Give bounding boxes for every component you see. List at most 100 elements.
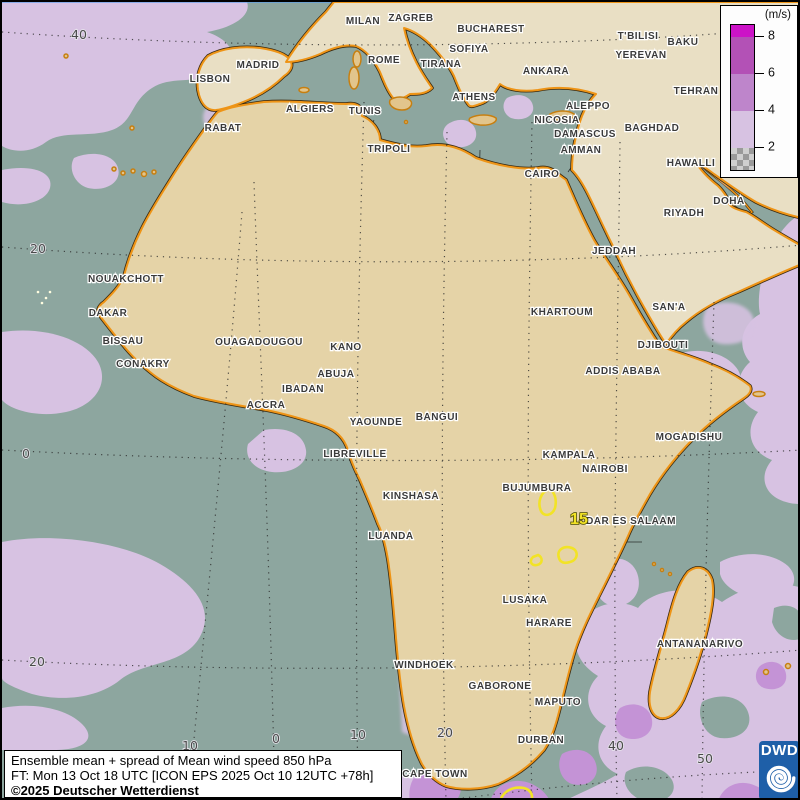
legend-seg-6-8 [731, 37, 754, 74]
city-label-tehran: TEHRAN [674, 86, 719, 97]
city-label-jeddah: JEDDAH [592, 246, 636, 257]
city-label-libreville: LIBREVILLE [323, 449, 386, 460]
city-label-ibadan: IBADAN [282, 384, 324, 395]
city-label-ankara: ANKARA [523, 66, 569, 77]
city-label-yerevan: YEREVAN [615, 50, 666, 61]
legend-color-bar [730, 24, 755, 171]
city-label-amman: AMMAN [561, 145, 602, 156]
city-label-athens: ATHENS [452, 92, 495, 103]
graticule-label: 40 [608, 738, 624, 753]
caption-title: Ensemble mean + spread of Mean wind spee… [11, 753, 332, 768]
contour-labels-layer: 15 [569, 510, 588, 529]
city-label-conakry: CONAKRY [116, 359, 170, 370]
city-label-baghdad: BAGHDAD [625, 123, 680, 134]
city-label-kinshasa: KINSHASA [383, 491, 439, 502]
city-label-harare: HARARE [526, 618, 572, 629]
legend-unit-label: (m/s) [764, 9, 791, 21]
city-label-rabat: RABAT [205, 123, 242, 134]
city-label-kampala: KAMPALA [543, 450, 596, 461]
isotach-contours-layer [499, 487, 578, 798]
city-label-maputo: MAPUTO [535, 697, 581, 708]
legend-tick-mark [755, 36, 764, 37]
graticule-label: 50 [697, 751, 713, 766]
graticule-label: 0 [22, 446, 30, 461]
city-label-madrid: MADRID [237, 60, 280, 71]
graticule-label: 10 [350, 727, 366, 742]
city-label-tirana: TIRANA [421, 59, 462, 70]
legend-seg-2-4 [731, 111, 754, 148]
grid-labels-layer: 40 20 0 20 10 0 10 20 40 50 [21, 26, 714, 767]
city-label-cairo: CAIRO [525, 169, 560, 180]
city-label-gaborone: GABORONE [469, 681, 532, 692]
city-label-doha: DOHA [713, 196, 744, 207]
city-label-bujumbura: BUJUMBURA [503, 483, 572, 494]
city-label-milan: MILAN [346, 16, 380, 27]
city-label-tunis: TUNIS [349, 106, 382, 117]
city-label-sofiya: SOFIYA [449, 44, 488, 55]
city-label-baku: BAKU [668, 37, 699, 48]
graticule-label: 20 [29, 654, 45, 669]
legend-tick-mark [755, 73, 764, 74]
city-label-bucharest: BUCHAREST [457, 24, 524, 35]
contour-value-label: 15 [570, 511, 588, 528]
city-label-windhoek: WINDHOEK [394, 660, 454, 671]
city-label-antananarivo: ANTANANARIVO [657, 639, 743, 650]
legend-seg-above-8 [731, 25, 754, 37]
city-label-nouakchott: NOUAKCHOTT [88, 274, 164, 285]
city-label-dakar: DAKAR [89, 308, 128, 319]
city-label-rome: ROME [368, 55, 400, 66]
city-label-bangui: BANGUI [416, 412, 458, 423]
legend-tick-label-8: 8 [768, 28, 775, 43]
city-label-abuja: ABUJA [318, 369, 355, 380]
dwd-spiral-icon [766, 765, 795, 793]
legend-tick-label-6: 6 [768, 65, 775, 80]
caption-box: Ensemble mean + spread of Mean wind spee… [4, 750, 402, 798]
graticule-layer [2, 26, 798, 798]
city-label-cape-town: CAPE TOWN [402, 769, 467, 780]
city-label-dar-es-salaam: DAR ES SALAAM [586, 516, 676, 527]
city-label-yaounde: YAOUNDE [350, 417, 403, 428]
graticule-label: 0 [272, 731, 280, 746]
graticule-label: 40 [71, 27, 87, 42]
city-label-damascus: DAMASCUS [554, 129, 616, 140]
city-label-t-bilisi: T'BILISI [618, 31, 659, 42]
city-labels-layer: MILAN ZAGREB BUCHAREST SOFIYA ROME TIRANA ATHE… [87, 12, 746, 781]
legend-tick-label-2: 2 [768, 139, 775, 154]
legend-tick-mark [755, 147, 764, 148]
legend-seg-4-6 [731, 74, 754, 111]
graticule-label: 10 [182, 738, 198, 753]
city-label-addis-ababa: ADDIS ABABA [585, 366, 660, 377]
graticule-label: 20 [437, 725, 453, 740]
city-label-ouagadougou: OUAGADOUGOU [215, 337, 303, 348]
legend-tick-label-4: 4 [768, 102, 775, 117]
city-label-lisbon: LISBON [190, 74, 231, 85]
city-label-hawalli: HAWALLI [667, 158, 716, 169]
city-label-lusaka: LUSAKA [503, 595, 548, 606]
city-label-zagreb: ZAGREB [388, 13, 433, 24]
city-label-nairobi: NAIROBI [582, 464, 628, 475]
city-label-luanda: LUANDA [368, 531, 413, 542]
city-label-nicosia: NICOSIA [534, 115, 579, 126]
city-label-durban: DURBAN [518, 735, 564, 746]
city-label-aleppo: ALEPPO [566, 101, 610, 112]
legend-tick-mark [755, 110, 764, 111]
graticule-label: 20 [30, 241, 46, 256]
legend-seg-below-2 [731, 148, 754, 170]
city-label-mogadishu: MOGADISHU [656, 432, 723, 443]
city-label-kano: KANO [330, 342, 361, 353]
city-label-bissau: BISSAU [103, 336, 144, 347]
city-label-accra: ACCRA [247, 400, 286, 411]
islands-layer [36, 50, 792, 676]
city-label-san-a: SAN'A [652, 302, 685, 313]
city-label-riyadh: RIYADH [664, 208, 704, 219]
wind-speed-legend: (m/s) 8 6 4 2 [720, 5, 798, 178]
caption-forecast-time: FT: Mon 13 Oct 18 UTC [ICON EPS 2025 Oct… [11, 768, 374, 783]
city-label-tripoli: TRIPOLI [368, 144, 411, 155]
city-label-djibouti: DJIBOUTI [638, 340, 689, 351]
city-label-algiers: ALGIERS [286, 104, 334, 115]
dwd-logo-text: DWD [760, 742, 799, 759]
caption-copyright: ©2025 Deutscher Wetterdienst [11, 783, 199, 798]
city-label-khartoum: KHARTOUM [531, 307, 593, 318]
